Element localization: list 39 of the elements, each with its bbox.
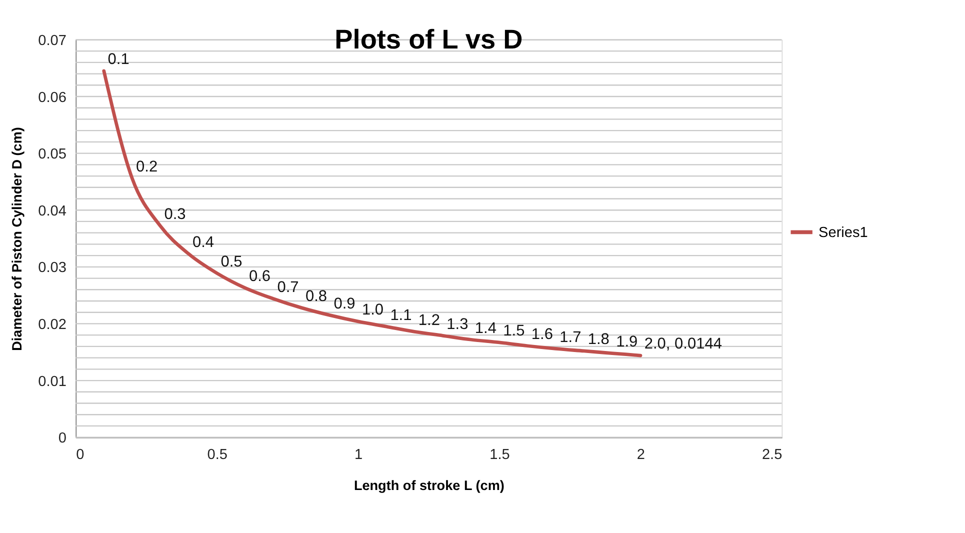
y-tick-label: 0.02	[38, 317, 66, 334]
annotation: 2.0, 0.0144	[644, 336, 722, 353]
legend-label: Series1	[818, 225, 868, 242]
annotation: 1.2	[418, 312, 440, 329]
y-tick-label: 0.07	[38, 33, 66, 50]
annotation: 1.6	[531, 326, 553, 344]
x-axis-title: Length of stroke L (cm)	[354, 478, 504, 494]
annotation: 1.1	[390, 306, 412, 324]
annotation: 0.8	[305, 288, 328, 306]
annotation: 1.5	[503, 322, 525, 340]
annotation: 0.2	[136, 158, 158, 176]
y-tick-label: 0.06	[38, 90, 66, 106]
x-tick-label: 2	[636, 447, 646, 464]
chart-title: Plots of L vs D	[334, 23, 523, 54]
annotation: 1.0	[362, 302, 384, 319]
annotation: 1.7	[560, 328, 582, 346]
line-series	[102, 69, 642, 358]
annotation: 1.3	[446, 316, 468, 333]
annotation: 0.3	[164, 206, 186, 224]
annotation: 1.9	[616, 333, 638, 350]
y-axis-title: Diameter of Piston Cylinder D (cm)	[10, 127, 25, 351]
annotation: 1.8	[588, 331, 610, 348]
annotation: 0.9	[334, 295, 356, 312]
annotation: 0.4	[192, 234, 214, 252]
annotation: 1.4	[474, 320, 497, 337]
annotation: 0.7	[277, 278, 299, 296]
x-tick-label: 0.5	[207, 447, 228, 464]
annotation: 0.1	[108, 51, 130, 68]
y-tick-label: 0.01	[38, 374, 66, 390]
annotation: 0.5	[220, 253, 242, 270]
x-tick-label: 0	[76, 447, 84, 464]
y-tick-label: 0.04	[38, 203, 66, 220]
y-tick-label: 0.03	[38, 260, 66, 276]
y-tick-label: 0.05	[38, 146, 66, 163]
x-tick-label: 1	[354, 447, 363, 464]
y-tick-label: 0	[58, 430, 66, 447]
annotation: 0.6	[248, 268, 271, 286]
x-tick-label: 1.5	[490, 447, 510, 464]
x-tick-label: 2.5	[762, 447, 782, 464]
